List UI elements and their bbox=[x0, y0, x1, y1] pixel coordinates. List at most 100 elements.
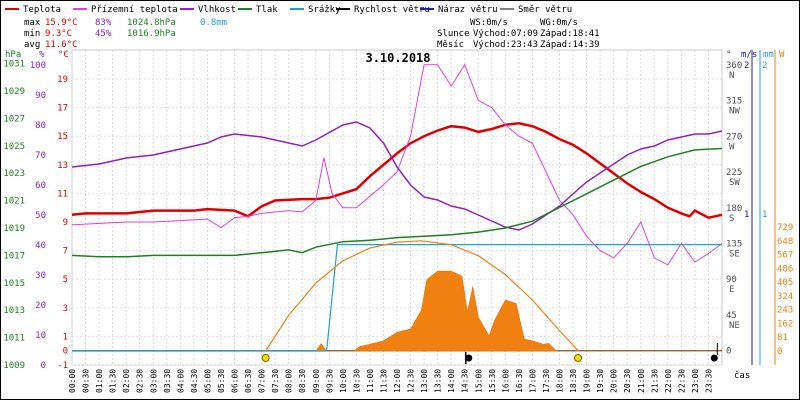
pressure-tick-label: 1027 bbox=[3, 114, 25, 124]
moon-label: Měsíc bbox=[437, 40, 464, 50]
x-tick-label: 13:00 bbox=[420, 369, 429, 393]
wind-speed-axis-title: m/s bbox=[741, 50, 757, 60]
pressure-tick-label: 1021 bbox=[3, 197, 25, 207]
temperature-tick-label: 3 bbox=[63, 304, 68, 314]
sunrise-marker bbox=[261, 354, 270, 362]
x-tick-label: 07:00 bbox=[258, 369, 267, 393]
wind-gust-readout: WG:0m/s bbox=[540, 18, 578, 28]
humidity-tick-label: 50 bbox=[35, 211, 46, 221]
x-tick-label: 09:30 bbox=[325, 369, 334, 393]
x-tick-label: 00:00 bbox=[68, 369, 77, 393]
humidity-tick-label: 100 bbox=[30, 61, 46, 71]
x-tick-label: 05:30 bbox=[217, 369, 226, 393]
x-tick-label: 18:00 bbox=[556, 369, 565, 393]
x-tick-label: 04:00 bbox=[176, 369, 185, 393]
temperature-tick-label: 1 bbox=[63, 332, 68, 342]
x-tick-label: 16:00 bbox=[501, 369, 510, 393]
temperature-tick-label: 0 bbox=[63, 347, 68, 357]
wind-direction-tick-label: 0 bbox=[726, 347, 731, 357]
plot-area: 00:00 00:30 01:00 01:30 02:00 02:30 03:00 03:30… bbox=[3, 49, 793, 393]
x-tick-label: 07:30 bbox=[271, 369, 280, 393]
x-tick-label: 08:30 bbox=[298, 369, 307, 393]
wind-direction-tick-label: 90 bbox=[726, 275, 737, 285]
humidity-tick-label: 40 bbox=[35, 241, 46, 251]
pressure-tick-label: 1029 bbox=[3, 87, 25, 97]
solar-tick-label: 405 bbox=[777, 278, 793, 288]
pressure-tick-label: 1023 bbox=[3, 169, 25, 179]
humidity-tick-label: 90 bbox=[35, 91, 46, 101]
x-tick-label: 08:00 bbox=[285, 369, 294, 393]
x-tick-label: 04:30 bbox=[190, 369, 199, 393]
temperature-tick-label: 19 bbox=[57, 75, 68, 85]
compass-label: NW bbox=[729, 107, 740, 117]
pressure-axis-title: hPa bbox=[5, 50, 21, 60]
x-tick-label: 23:30 bbox=[704, 369, 713, 393]
series-line bbox=[71, 121, 723, 231]
wind-direction-tick-label: 135 bbox=[726, 240, 742, 250]
x-tick-label: 00:30 bbox=[82, 369, 91, 393]
legend-item-label: Náraz větru bbox=[438, 5, 498, 15]
x-tick-label: 23:00 bbox=[691, 369, 700, 393]
solar-radiation-area bbox=[72, 270, 722, 352]
x-tick-label: 03:00 bbox=[149, 369, 158, 393]
x-tick-label: 01:00 bbox=[95, 369, 104, 393]
x-tick-label: 14:00 bbox=[447, 369, 456, 393]
compass-label: W bbox=[729, 142, 735, 152]
wind-direction-tick-label: 225 bbox=[726, 168, 742, 178]
series-line bbox=[71, 147, 723, 258]
sunset-text: Západ:18:41 bbox=[540, 29, 600, 39]
x-tick-label: 10:30 bbox=[352, 369, 361, 393]
stats-max-temp: 15.9°C bbox=[45, 18, 78, 28]
temperature-tick-label: 11 bbox=[57, 189, 68, 199]
wind-direction-tick-label: 315 bbox=[726, 97, 742, 107]
humidity-tick-label: 70 bbox=[35, 151, 46, 161]
x-tick-label: 11:30 bbox=[379, 369, 388, 393]
pressure-tick-label: 1011 bbox=[3, 334, 25, 344]
wind-speed-readout: WS:0m/s bbox=[470, 18, 508, 28]
solar-tick-label: 648 bbox=[777, 237, 793, 247]
wind-direction-axis-title: ° bbox=[726, 50, 731, 60]
humidity-tick-label: 60 bbox=[35, 181, 46, 191]
moonrise-marker bbox=[710, 354, 718, 362]
humidity-tick-label: 30 bbox=[35, 271, 46, 281]
x-tick-label: 17:30 bbox=[542, 369, 551, 393]
compass-label: SW bbox=[729, 178, 740, 188]
solar-tick-label: 81 bbox=[777, 333, 788, 343]
stats-min-label: min bbox=[24, 29, 40, 39]
wind-direction-tick-label: 360 bbox=[726, 61, 742, 71]
x-tick-label: 16:30 bbox=[515, 369, 524, 393]
x-tick-label: 15:30 bbox=[488, 369, 497, 393]
solar-tick-label: 729 bbox=[777, 223, 793, 233]
stats-min-temp: 9.3°C bbox=[45, 29, 72, 39]
solar-tick-label: 324 bbox=[777, 292, 793, 302]
x-tick-label: 14:30 bbox=[461, 369, 470, 393]
stats-avg-temp: 11.6°C bbox=[45, 40, 78, 50]
x-tick-label: 01:30 bbox=[109, 369, 118, 393]
legend-item-label: Teplota bbox=[23, 5, 61, 15]
stats-min-hum: 45% bbox=[95, 29, 112, 39]
legend-item-label: Směr větru bbox=[518, 5, 572, 15]
stats-min-press: 1016.9hPa bbox=[127, 29, 176, 39]
pressure-tick-label: 1019 bbox=[3, 224, 25, 234]
pressure-tick-label: 1013 bbox=[3, 306, 25, 316]
x-tick-label: 03:30 bbox=[163, 369, 172, 393]
pressure-tick-label: 1009 bbox=[3, 361, 25, 371]
stats-max-rain: 0.8mm bbox=[200, 18, 227, 28]
series-line bbox=[72, 244, 722, 352]
solar-tick-label: 567 bbox=[777, 251, 793, 261]
x-tick-label: 10:00 bbox=[339, 369, 348, 393]
x-tick-label: 11:00 bbox=[366, 369, 375, 393]
rain-tick-label: 2 bbox=[762, 61, 767, 71]
temperature-tick-label: 7 bbox=[63, 247, 68, 257]
x-tick-label: 06:00 bbox=[231, 369, 240, 393]
x-tick-label: 15:00 bbox=[474, 369, 483, 393]
x-tick-label: 13:30 bbox=[434, 369, 443, 393]
chart-title: 3.10.2018 bbox=[365, 51, 430, 65]
x-tick-label: 06:30 bbox=[244, 369, 253, 393]
wind-direction-tick-label: 180 bbox=[726, 204, 742, 214]
temperature-axis-title: °C bbox=[58, 50, 69, 60]
compass-label: N bbox=[729, 71, 734, 81]
x-tick-label: 12:30 bbox=[407, 369, 416, 393]
sun-label: Slunce bbox=[437, 29, 470, 39]
